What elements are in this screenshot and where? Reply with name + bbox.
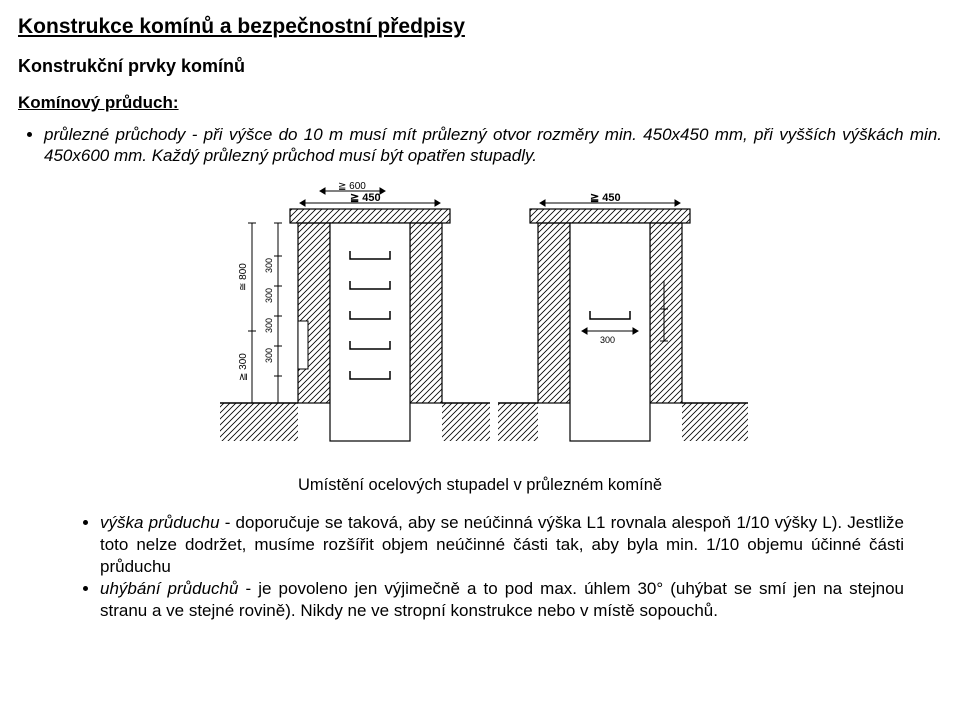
nested-bullet-2-lead: uhýbání průduchů (100, 579, 238, 598)
label-top-left-big: ≧ 450 (350, 192, 381, 204)
left-chimney: ≧ 600 ≧ 450 300 300 300 300 (220, 181, 490, 441)
left-tick-2: 300 (264, 318, 274, 333)
diagram-container: ≧ 600 ≧ 450 300 300 300 300 (18, 181, 942, 457)
intro-list: průlezné průchody - při výšce do 10 m mu… (18, 124, 942, 168)
right-chimney: 300 ≧ 450 (498, 192, 748, 441)
left-tick-1: 300 (264, 288, 274, 303)
page-title: Konstrukce komínů a bezpečnostní předpis… (18, 14, 942, 41)
intro-bullet-text: průlezné průchody - při výšce do 10 m mu… (44, 125, 942, 166)
nested-bullet-1: výška průduchu - doporučuje se taková, a… (100, 512, 904, 577)
label-top-left-small: ≧ 600 (338, 181, 366, 192)
page-subtitle: Konstrukční prvky komínů (18, 55, 942, 78)
chimney-diagram: ≧ 600 ≧ 450 300 300 300 300 (200, 181, 760, 451)
label-right-inside: 300 (600, 335, 615, 345)
intro-bullet: průlezné průchody - při výšce do 10 m mu… (44, 124, 942, 168)
left-tick-0: 300 (264, 258, 274, 273)
section-label: Komínový průduch: (18, 92, 942, 114)
nested-bullet-1-rest: - doporučuje se taková, aby se neúčinná … (100, 513, 904, 576)
label-left-side-bottom: ≧ 300 (238, 353, 249, 381)
label-top-right: ≧ 450 (590, 192, 621, 204)
left-tick-3: 300 (264, 348, 274, 363)
label-left-side-top: ≅ 800 (238, 263, 249, 291)
diagram-caption: Umístění ocelových stupadel v průlezném … (18, 475, 942, 496)
nested-list: výška průduchu - doporučuje se taková, a… (18, 512, 942, 622)
nested-bullet-2: uhýbání průduchů - je povoleno jen výjim… (100, 578, 904, 622)
nested-bullet-1-lead: výška průduchu (100, 513, 220, 532)
